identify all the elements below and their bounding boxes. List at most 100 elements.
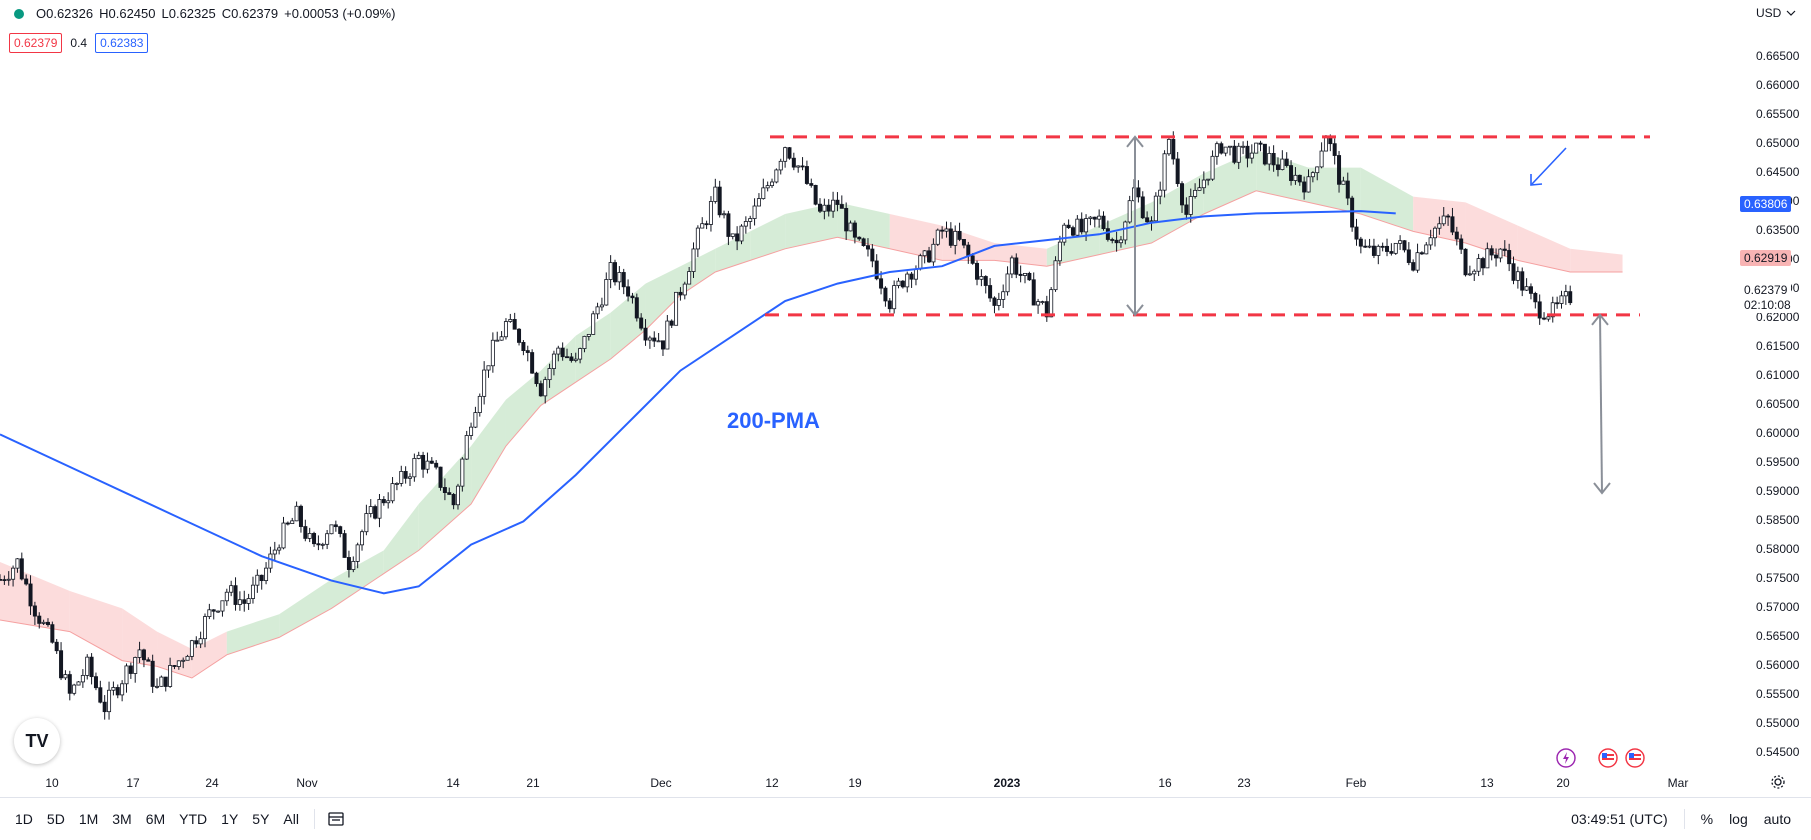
range-button-ytd[interactable]: YTD [179, 811, 208, 827]
range-button-5d[interactable]: 5D [46, 811, 65, 827]
candle-down [870, 248, 875, 262]
settings-gear-icon[interactable] [1770, 774, 1786, 790]
candle-down [316, 543, 321, 546]
candle-down [1358, 238, 1363, 247]
price-tick-label: 0.54500 [1756, 745, 1800, 760]
candle-up [1424, 244, 1429, 255]
candle-up [543, 379, 548, 397]
lightning-event-icon[interactable] [1556, 748, 1576, 768]
candle-up [41, 621, 46, 624]
candle-up [700, 223, 705, 229]
candle-down [852, 222, 857, 238]
chart-area[interactable]: O0.62326 H0.62450 L0.62325 C0.62379 +0.0… [0, 0, 1738, 768]
candle-down [2, 579, 7, 581]
candle-down [1568, 291, 1573, 304]
candle-up [687, 271, 692, 285]
candle-down [141, 649, 146, 661]
time-axis[interactable]: 10 17 24 Nov 14 21 Dec 12 19 2023 16 23 Feb 13 20 Mar [0, 768, 1811, 794]
candle-up [1415, 252, 1420, 271]
candle-up [202, 616, 207, 640]
range-button-1y[interactable]: 1Y [221, 811, 239, 827]
candle-up [198, 638, 203, 645]
candle-down [975, 262, 980, 280]
calendar-goto-icon[interactable] [327, 811, 345, 827]
candle-down [1332, 143, 1337, 156]
candle-down [54, 641, 59, 652]
candle-down [1302, 181, 1307, 193]
candle-down [1371, 245, 1376, 256]
range-button-1m[interactable]: 1M [78, 811, 99, 827]
price-tick-label: 0.57500 [1756, 571, 1800, 586]
cloud-segment [575, 312, 611, 383]
candle-up [394, 483, 399, 485]
currency-label[interactable]: USD [1756, 6, 1782, 20]
candle-down [1555, 302, 1560, 305]
candle-up [460, 458, 465, 487]
currency-chevron-icon[interactable] [1786, 9, 1796, 17]
candle-down [1271, 153, 1276, 166]
candle-down [1528, 286, 1533, 294]
price-scale[interactable]: USD 0.66500 0.66000 0.65500 0.65000 0.64500 0… [1738, 0, 1811, 768]
candle-down [678, 291, 683, 296]
candle-down [787, 147, 792, 159]
price-tick-label: 0.61000 [1756, 368, 1800, 383]
candle-down [569, 356, 574, 361]
range-button-1d[interactable]: 1D [15, 811, 33, 827]
auto-scale-toggle[interactable]: auto [1763, 811, 1791, 827]
candle-up [473, 412, 478, 428]
candle-up [748, 218, 753, 222]
utc-clock[interactable]: 03:49:51 (UTC) [1571, 811, 1668, 827]
price-tick-label: 0.59500 [1756, 455, 1800, 470]
candle-up [464, 435, 469, 460]
range-button-5y[interactable]: 5Y [252, 811, 270, 827]
us-flag-event-icon-2[interactable] [1625, 748, 1645, 768]
candle-up [1123, 221, 1128, 241]
us-flag-event-icon[interactable] [1598, 748, 1618, 768]
cloud-segment [994, 243, 1047, 267]
candle-down [1385, 245, 1390, 252]
candle-up [272, 549, 277, 555]
candle-down [1232, 145, 1237, 163]
range-button-6m[interactable]: 6M [145, 811, 166, 827]
price-chart[interactable] [0, 0, 1738, 768]
time-axis-label: Mar [1667, 776, 1689, 790]
candle-up [290, 520, 295, 525]
log-scale-toggle[interactable]: log [1729, 811, 1748, 827]
candle-up [713, 186, 718, 202]
candle-down [669, 320, 674, 326]
candle-up [1315, 166, 1320, 174]
candle-up [11, 567, 16, 580]
candle-up [407, 476, 412, 479]
candle-up [573, 358, 578, 361]
candle-up [1127, 200, 1132, 223]
candle-down [1140, 196, 1145, 219]
range-button-3m[interactable]: 3M [112, 811, 132, 827]
candle-down [1184, 204, 1189, 215]
candle-down [438, 466, 443, 488]
candle-up [896, 280, 901, 287]
candle-down [1489, 248, 1494, 256]
candle-up [1498, 248, 1503, 259]
tradingview-logo[interactable]: TV [14, 718, 60, 764]
buy-price-box[interactable]: 0.62383 [95, 33, 149, 53]
candle-up [931, 243, 936, 263]
time-axis-label: 19 [848, 776, 862, 790]
percent-scale-toggle[interactable]: % [1700, 811, 1714, 827]
candle-down [948, 228, 953, 246]
time-axis-label: 14 [446, 776, 460, 790]
candle-down [735, 233, 740, 242]
candle-up [656, 340, 661, 343]
sell-price-box[interactable]: 0.62379 [9, 33, 63, 53]
candle-down [98, 687, 103, 703]
candle-up [1193, 189, 1198, 197]
candle-up [1546, 316, 1551, 320]
candle-down [447, 492, 452, 495]
range-button-all[interactable]: All [283, 811, 299, 827]
candle-up [220, 600, 225, 612]
candle-down [381, 499, 386, 504]
candle-down [800, 165, 805, 168]
candle-down [1044, 301, 1049, 318]
candle-up [6, 578, 11, 581]
candle-down [1079, 218, 1084, 233]
candle-down [32, 605, 37, 617]
